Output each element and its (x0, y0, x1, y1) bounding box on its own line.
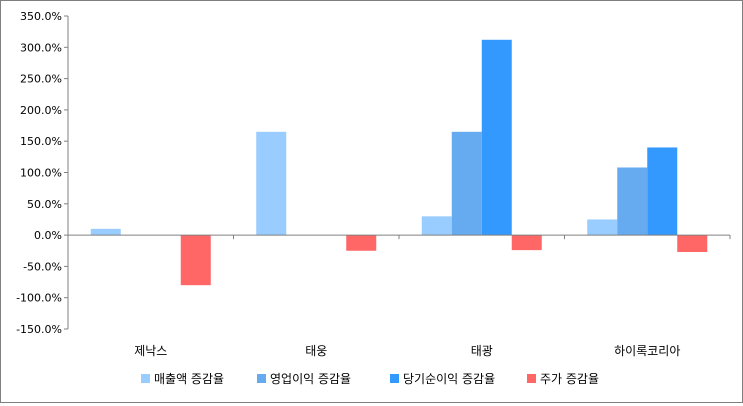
y-tick-label: 250.0% (20, 73, 62, 86)
y-tick-label: -50.0% (23, 260, 62, 273)
y-axis: 350.0% 300.0% 250.0% 200.0% 150.0% 100.0% 50.0… (16, 10, 69, 336)
y-tick-label: 200.0% (20, 104, 62, 117)
legend-swatch (390, 374, 399, 383)
legend-swatch (527, 374, 536, 383)
bar (256, 131, 287, 236)
bar (180, 235, 211, 286)
x-category-label: 제낙스 (134, 344, 167, 358)
y-tick-label: 50.0% (27, 198, 62, 211)
legend: 매출액 증감율 영업이익 증감율 당기순이익 증감율 주가 증감율 (141, 372, 599, 386)
bar (617, 167, 648, 236)
y-tick-label: 150.0% (20, 135, 62, 148)
bar (481, 39, 512, 236)
bar (677, 235, 708, 253)
y-tick-label: 0.0% (34, 229, 62, 242)
legend-swatch (141, 374, 150, 383)
legend-label: 영업이익 증감율 (270, 372, 351, 386)
y-tick-label: 350.0% (20, 10, 62, 23)
bar (421, 216, 452, 236)
x-category-label: 태광 (471, 344, 493, 358)
legend-swatch (257, 374, 266, 383)
legend-label: 매출액 증감율 (154, 372, 224, 386)
bars (90, 39, 708, 286)
y-tick-label: 100.0% (20, 167, 62, 180)
bar (587, 219, 618, 236)
x-axis: 제낙스 태웅 태광 하이록코리아 (67, 234, 731, 358)
y-tick-label: -100.0% (16, 292, 62, 305)
legend-label: 주가 증감율 (540, 372, 599, 386)
legend-label: 당기순이익 증감율 (403, 372, 495, 386)
bar (647, 147, 678, 236)
bar (90, 228, 121, 236)
x-category-label: 하이록코리아 (614, 344, 680, 358)
y-tick-label: -150.0% (16, 323, 62, 336)
x-category-label: 태웅 (305, 344, 327, 358)
bar (451, 131, 482, 236)
bar (511, 235, 542, 251)
bar (346, 235, 377, 251)
y-tick-label: 300.0% (20, 41, 62, 54)
